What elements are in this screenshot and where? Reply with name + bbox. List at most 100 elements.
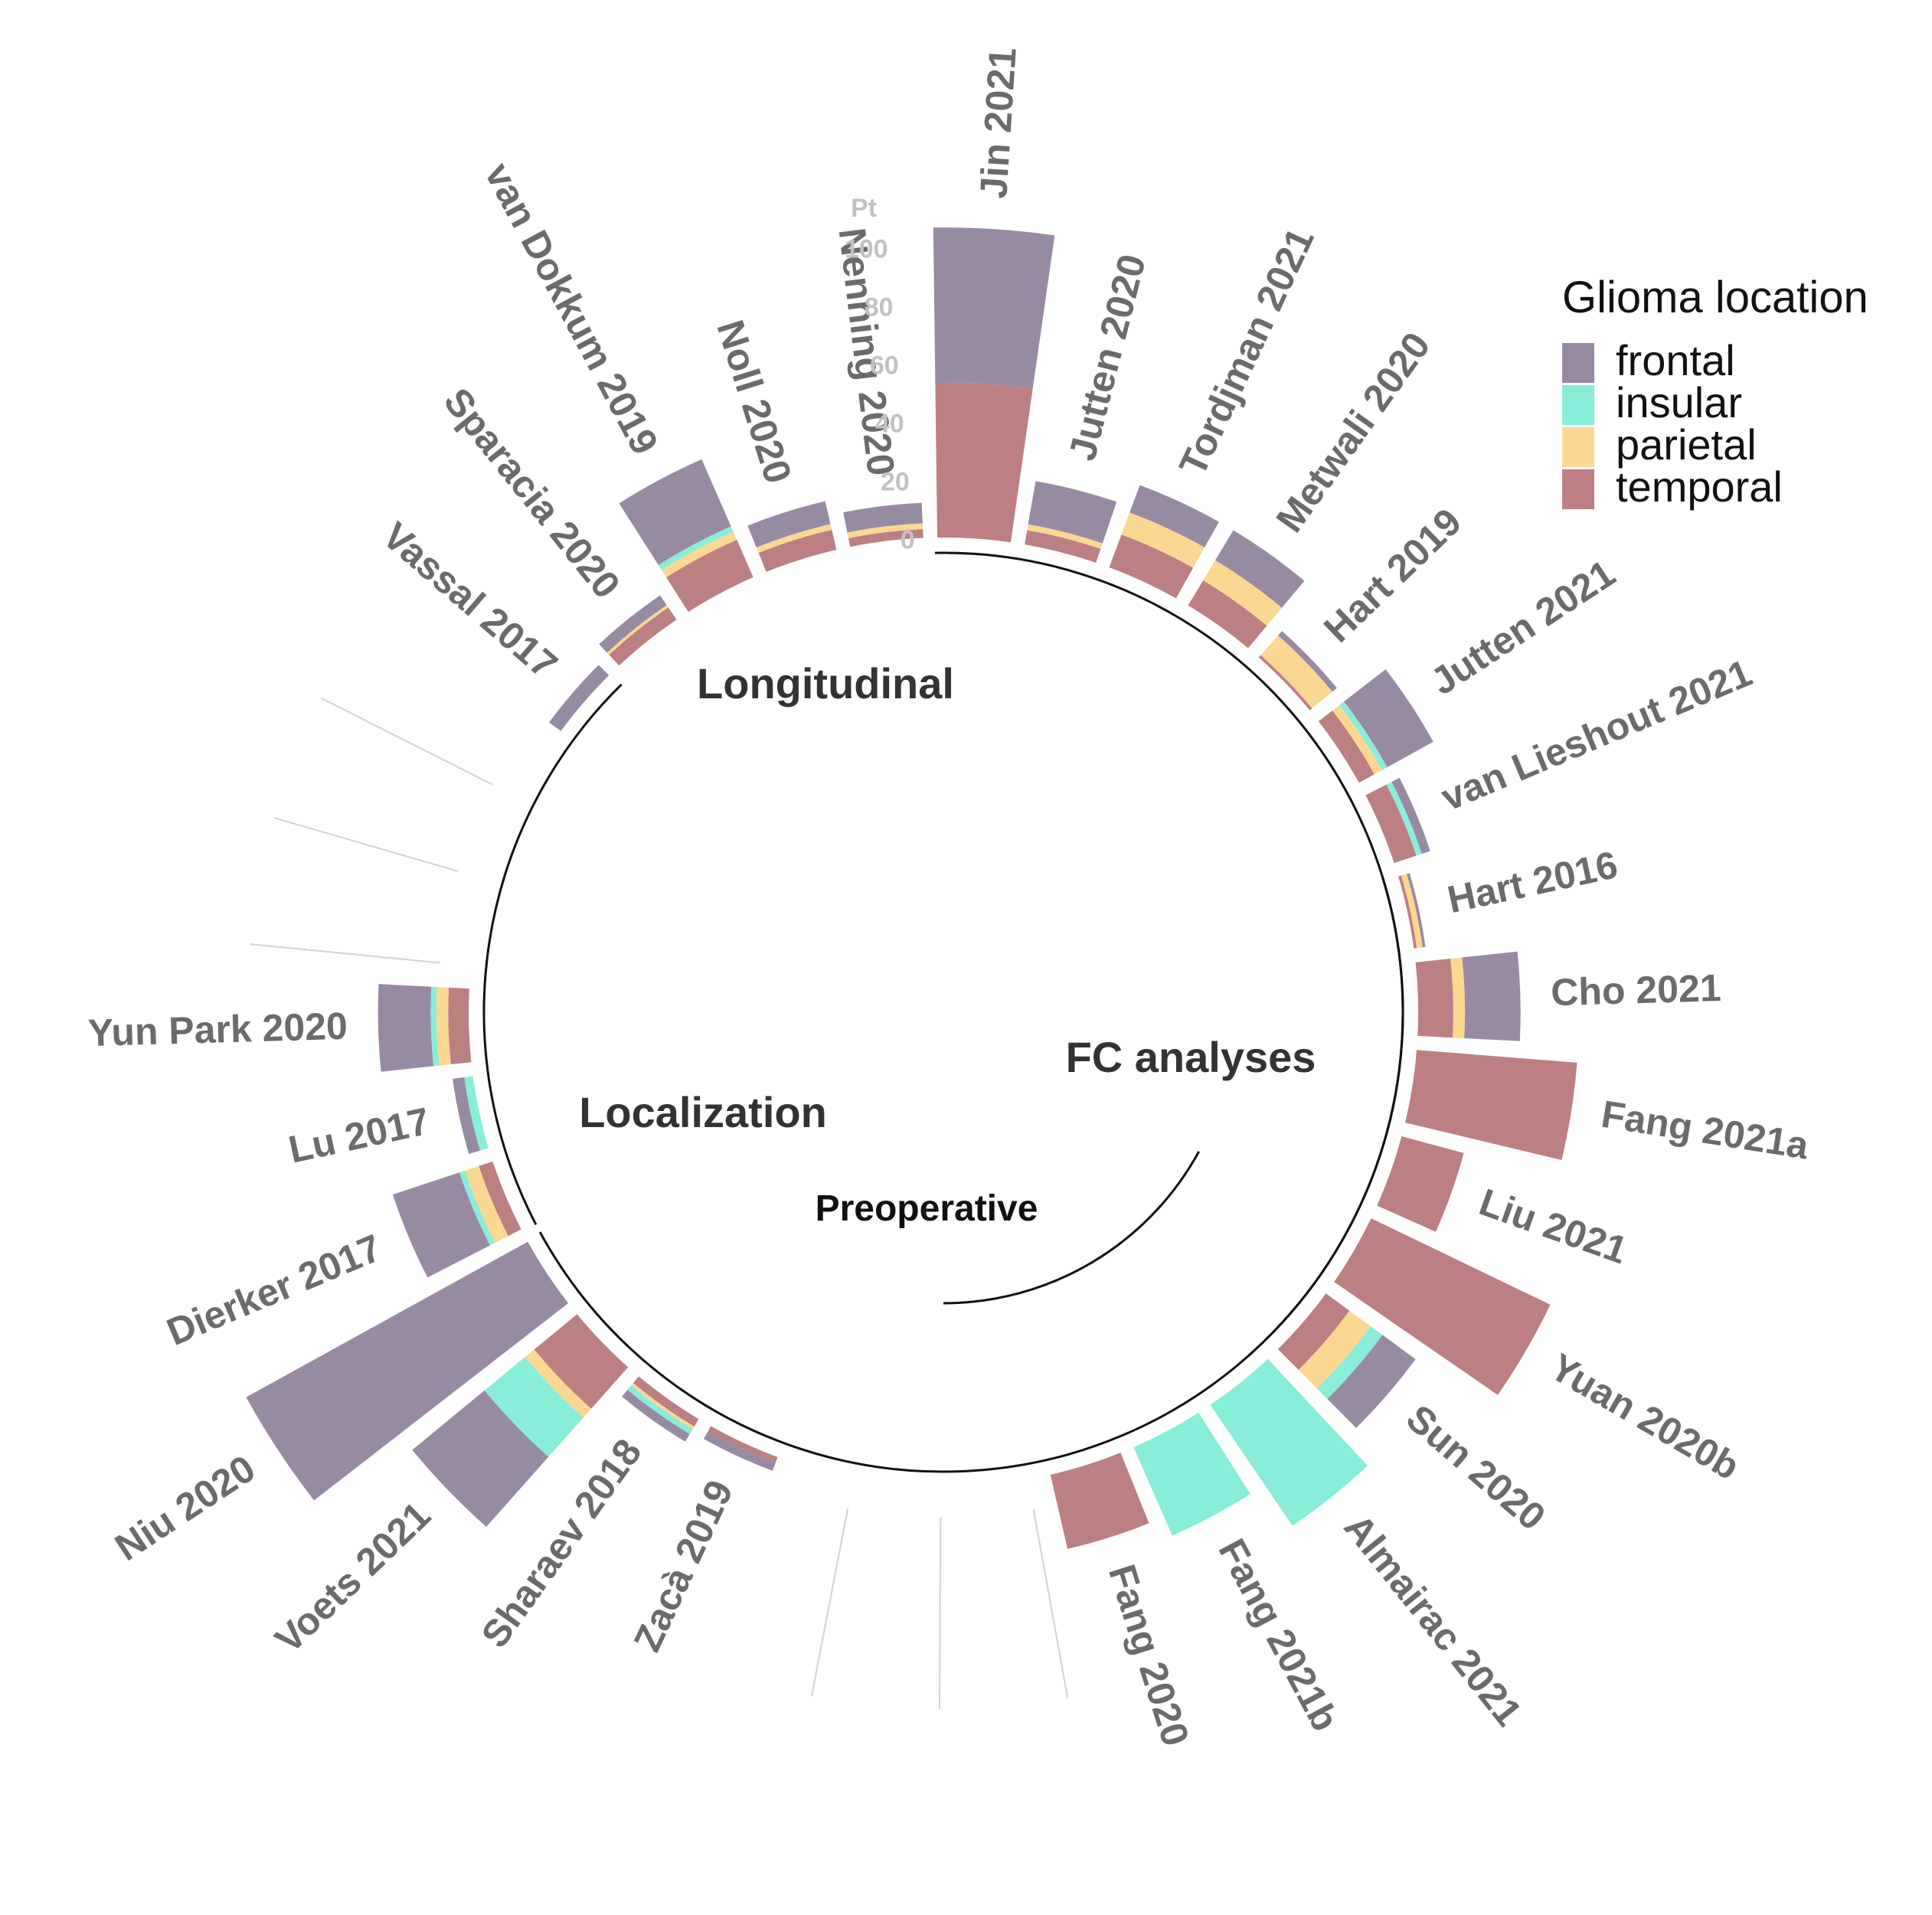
study-label: Almairac 2021 bbox=[1336, 1506, 1531, 1734]
bar-segment-temporal bbox=[1405, 1050, 1577, 1161]
bar-segment-parietal bbox=[1121, 512, 1205, 568]
bar-jutten-2020 bbox=[1025, 481, 1117, 563]
group-label-preoperative: Preoperative bbox=[816, 1188, 1038, 1229]
bar-noll-2020 bbox=[747, 501, 837, 572]
bar-segment-frontal bbox=[246, 1241, 569, 1501]
bar-segment-insular bbox=[1133, 1412, 1250, 1536]
bar-segment-parietal bbox=[756, 524, 832, 554]
bar-cho-2021 bbox=[1415, 951, 1521, 1041]
bar-segment-frontal bbox=[703, 1431, 776, 1471]
arc-localization bbox=[538, 877, 1404, 1473]
bar-liu-2021 bbox=[1377, 1136, 1464, 1232]
study-label: Jin 2021 bbox=[972, 46, 1025, 200]
legend-label-insular: insular bbox=[1616, 378, 1742, 426]
bar-segment-temporal bbox=[758, 529, 837, 572]
study-label: van Dokkum 2019 bbox=[476, 156, 666, 462]
axis-tick-label: 40 bbox=[875, 409, 904, 438]
study-label: Hart 2016 bbox=[1443, 843, 1621, 921]
bar-segment-frontal bbox=[843, 502, 923, 533]
bar-sparacia-2020 bbox=[599, 595, 677, 666]
bar-segment-frontal bbox=[1129, 485, 1219, 547]
bar-segment-temporal bbox=[1415, 958, 1453, 1038]
bar-segment-temporal bbox=[448, 987, 472, 1064]
bar-segment-insular bbox=[430, 986, 440, 1067]
bar-segment-frontal bbox=[622, 1390, 690, 1442]
bar-segment-frontal bbox=[453, 1077, 480, 1155]
bar-van-lieshout-2021 bbox=[1365, 777, 1430, 864]
bar-segment-insular bbox=[1339, 701, 1388, 770]
bar-yun-park-2020 bbox=[378, 984, 472, 1072]
axis-title: Pt bbox=[851, 194, 877, 223]
empty-slot-guide bbox=[250, 943, 441, 964]
bar-fang-2020 bbox=[1050, 1453, 1149, 1549]
bar-segment-temporal bbox=[1377, 1136, 1464, 1232]
bar-dierker-2017 bbox=[392, 1161, 521, 1278]
bar-segment-temporal bbox=[633, 1376, 699, 1427]
bar-segment-insular bbox=[1316, 1326, 1383, 1400]
axis-tick-label: 0 bbox=[901, 526, 915, 555]
study-label: Tordjman 2021 bbox=[1171, 221, 1322, 482]
axis-tick-label: 100 bbox=[845, 234, 888, 263]
bar-segment-frontal bbox=[1028, 481, 1117, 544]
bar-segment-temporal bbox=[1025, 530, 1101, 563]
bar-segment-temporal bbox=[848, 529, 924, 547]
bar-segment-temporal bbox=[1398, 875, 1417, 949]
bar-segment-parietal bbox=[1298, 1310, 1371, 1389]
bar-segment-insular bbox=[464, 1076, 489, 1151]
bar-segment-temporal bbox=[1365, 784, 1417, 864]
bar-segment-frontal bbox=[1391, 777, 1430, 855]
empty-slot-guide bbox=[321, 697, 493, 786]
legend-swatch-parietal bbox=[1562, 427, 1594, 467]
bar-segment-frontal bbox=[619, 459, 731, 565]
bar-almairac-2021 bbox=[1210, 1358, 1368, 1526]
study-label: Hart 2019 bbox=[1316, 500, 1469, 651]
bar-segment-temporal bbox=[609, 607, 677, 666]
bar-segment-temporal bbox=[1188, 580, 1267, 649]
bar-segment-temporal bbox=[1050, 1453, 1149, 1549]
study-label: Jutten 2020 bbox=[1061, 250, 1154, 465]
bar-segment-temporal bbox=[666, 539, 754, 613]
study-label: Dierker 2017 bbox=[161, 1226, 387, 1354]
bar-segment-temporal bbox=[1334, 1218, 1551, 1395]
bar-segment-temporal bbox=[935, 382, 1033, 543]
bar-segment-parietal bbox=[525, 1349, 592, 1418]
study-label: Yuan 2020b bbox=[1543, 1345, 1747, 1489]
bar-niu-2020 bbox=[246, 1241, 569, 1501]
legend-label-frontal: frontal bbox=[1616, 336, 1735, 384]
legend-label-parietal: parietal bbox=[1616, 420, 1757, 469]
bar-segment-parietal bbox=[661, 531, 737, 578]
bar-jin-2021 bbox=[933, 227, 1055, 543]
bar-voets-2021 bbox=[412, 1314, 629, 1528]
bar-segment-insular bbox=[658, 526, 734, 570]
bar-segment-parietal bbox=[606, 605, 669, 655]
bar-segment-insular bbox=[627, 1385, 693, 1434]
bar-segment-frontal bbox=[1407, 873, 1426, 948]
bar-segment-insular bbox=[484, 1357, 584, 1457]
bar-sun-2020 bbox=[1277, 1293, 1416, 1429]
bar-hart-2016 bbox=[1398, 873, 1426, 949]
study-label: Fang 2021a bbox=[1599, 1093, 1813, 1168]
bar-segment-temporal bbox=[479, 1161, 521, 1237]
bar-fang-2021b bbox=[1133, 1412, 1250, 1536]
bar-segment-frontal bbox=[1278, 631, 1337, 692]
bar-segment-frontal bbox=[1214, 530, 1305, 608]
bar-segment-temporal bbox=[708, 1426, 778, 1463]
bar-tordjman-2021 bbox=[1109, 485, 1219, 599]
axis-tick-label: 80 bbox=[865, 292, 894, 322]
bar-van-dokkum-2019 bbox=[619, 459, 754, 613]
bar-nenning-2020 bbox=[843, 502, 924, 547]
empty-slot-guide bbox=[810, 1508, 849, 1697]
study-label: Noll 2020 bbox=[708, 315, 799, 489]
bar-yuan-2020b bbox=[1334, 1218, 1551, 1395]
bar-segment-frontal bbox=[1327, 1335, 1416, 1429]
study-label: Fang 2021b bbox=[1210, 1532, 1347, 1738]
study-label: Sun 2020 bbox=[1398, 1397, 1554, 1539]
bar-segment-temporal bbox=[534, 1314, 629, 1409]
study-label: Jutten 2021 bbox=[1423, 551, 1623, 703]
bar-fang-2021a bbox=[1405, 1050, 1577, 1161]
bar-segment-frontal bbox=[1344, 669, 1433, 767]
bar-segment-parietal bbox=[1027, 524, 1103, 549]
bar-segment-temporal bbox=[1277, 1293, 1350, 1371]
bar-segment-temporal bbox=[1109, 534, 1194, 599]
empty-slot-guide bbox=[1032, 1509, 1069, 1698]
